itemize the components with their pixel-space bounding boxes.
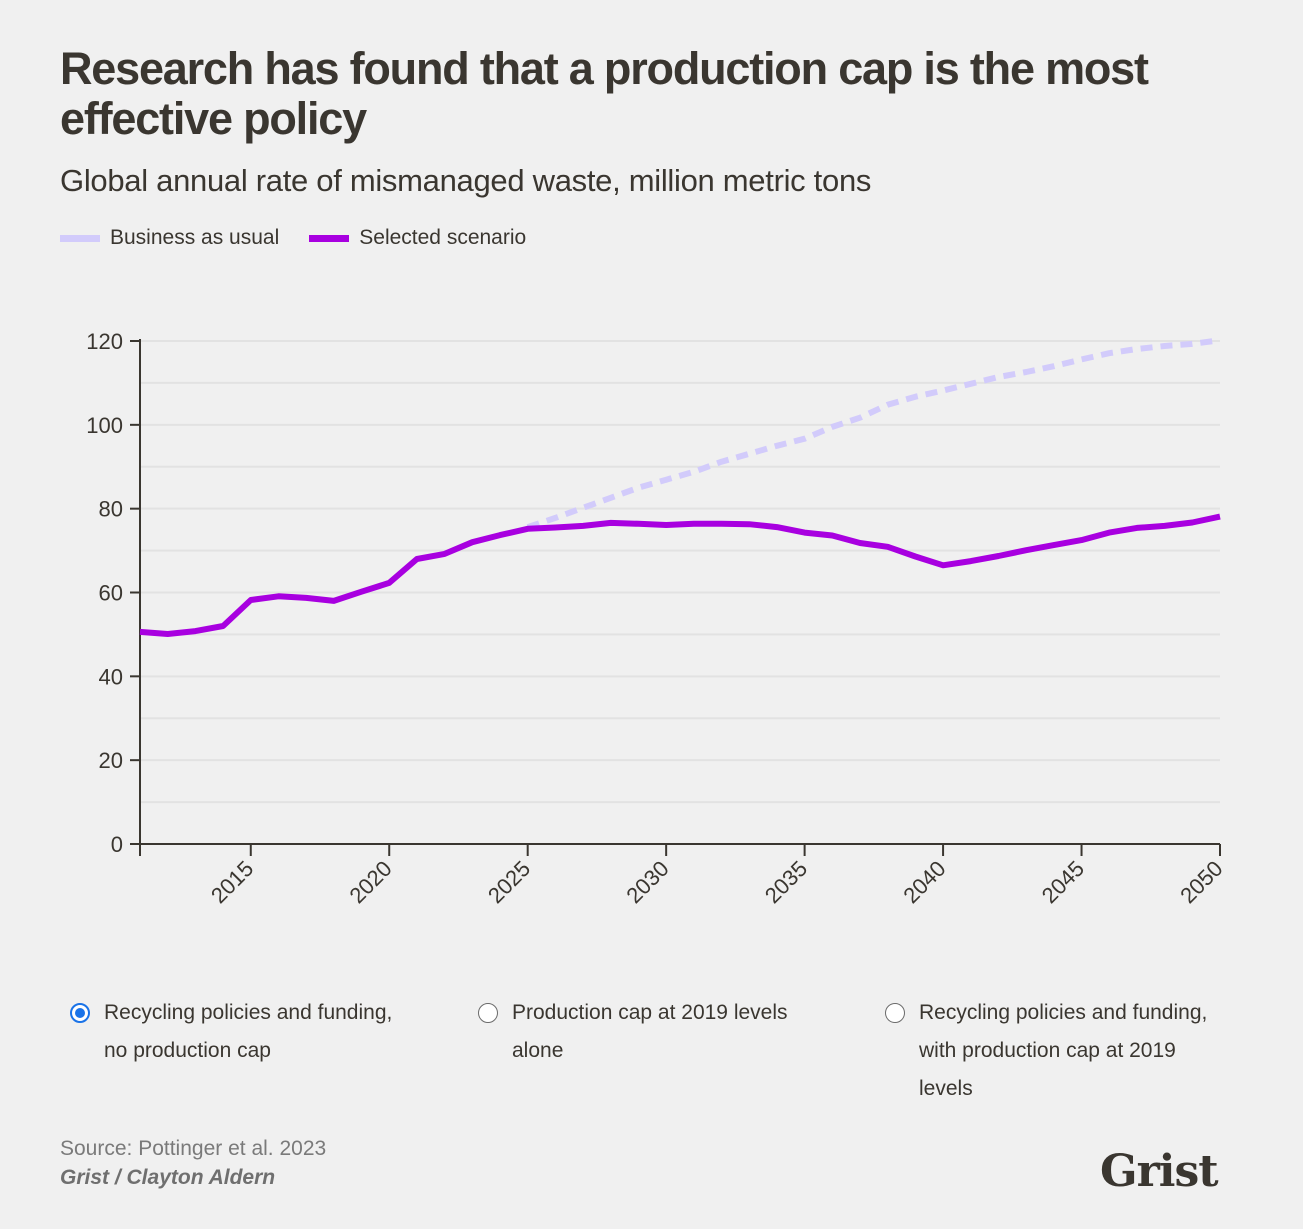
x-tick-label: 2015 [206, 856, 258, 908]
option-label-line: no production cap [104, 1039, 271, 1062]
source-note: Source: Pottinger et al. 2023 [60, 1137, 327, 1160]
radio-button[interactable] [478, 1003, 498, 1023]
y-tick-label: 80 [99, 497, 123, 522]
option-label-line: levels [919, 1077, 973, 1100]
option-label-line: Recycling policies and funding, [919, 1001, 1208, 1024]
x-tick-label: 2040 [898, 856, 950, 908]
option-label-line: Recycling policies and funding, [104, 1001, 393, 1024]
legend-label: Business as usual [110, 226, 280, 249]
x-tick-label: 2045 [1037, 856, 1089, 908]
legend: Business as usual Selected scenario [60, 226, 556, 250]
legend-item-business-as-usual: Business as usual [60, 226, 279, 250]
option-recycling-with-cap[interactable]: Recycling policies and funding, with pro… [885, 1001, 1207, 1108]
series-lines [139, 337, 1221, 637]
legend-swatch-selected-scenario [309, 234, 350, 242]
radio-button-selected[interactable] [70, 1003, 90, 1023]
series-line-selected-scenario [139, 513, 1221, 637]
grist-logo: Grist [1100, 1146, 1219, 1197]
y-tick-label: 60 [99, 581, 123, 606]
credit-note: Grist / Clayton Aldern [60, 1166, 276, 1189]
x-tick-label: 2025 [483, 856, 535, 908]
x-tick-label: 2030 [621, 856, 673, 908]
option-label-line: with production cap at 2019 [919, 1039, 1176, 1062]
y-tick-label: 0 [111, 832, 123, 857]
gridlines [140, 340, 1220, 804]
option-label-line: alone [512, 1039, 564, 1062]
option-label-line: Production cap at 2019 levels [512, 1001, 788, 1024]
y-tick-label: 20 [99, 748, 123, 773]
x-tick-label: 2035 [760, 856, 812, 908]
y-tick-label: 40 [99, 664, 123, 689]
radio-button[interactable] [885, 1003, 905, 1023]
chart-subtitle: Global annual rate of mismanaged waste, … [60, 163, 872, 198]
chart-title: Research has found that a production cap… [60, 43, 1149, 144]
series-line-business-as-usual [526, 337, 1221, 530]
x-tick-label: 2020 [344, 856, 396, 908]
option-recycling-no-cap[interactable]: Recycling policies and funding, no produ… [70, 1001, 392, 1070]
y-tick-label: 120 [86, 329, 123, 354]
option-production-cap-alone[interactable]: Production cap at 2019 levels alone [478, 1001, 788, 1070]
legend-item-selected-scenario: Selected scenario [309, 226, 526, 250]
legend-swatch-business-as-usual [60, 234, 100, 242]
y-tick-label: 100 [86, 413, 123, 438]
legend-label: Selected scenario [359, 226, 527, 249]
x-tick-label: 2050 [1175, 856, 1227, 908]
